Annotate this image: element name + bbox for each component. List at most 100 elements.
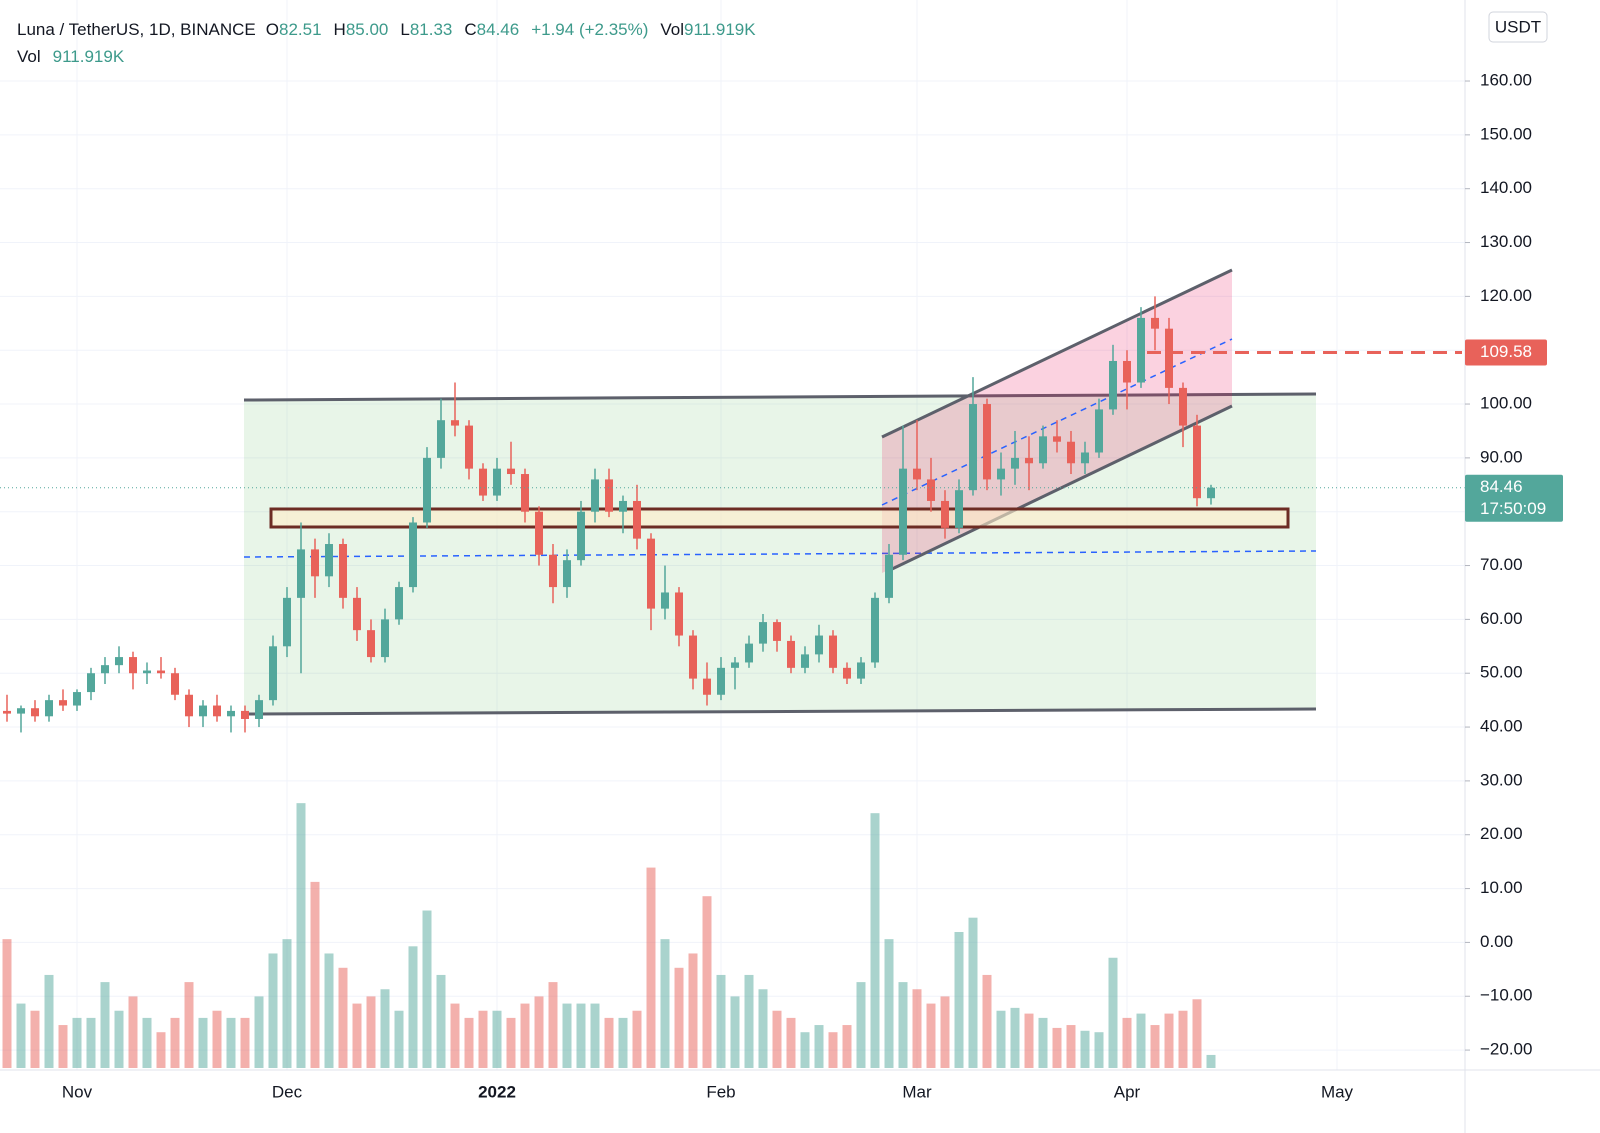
- volume-bar: [576, 1003, 586, 1068]
- change: +1.94 (+2.35%): [531, 20, 649, 39]
- candle-body: [241, 710, 249, 719]
- y-tick-label: 30.00: [1480, 770, 1523, 789]
- ohlc: O 82.51 H 85.00 L 81.33 C 84.46: [256, 20, 519, 40]
- candle-body: [633, 500, 641, 539]
- y-tick-label: 90.00: [1480, 447, 1523, 466]
- volume-bar: [674, 967, 684, 1068]
- volume-bar: [156, 1032, 166, 1068]
- candle-body: [675, 592, 683, 636]
- volume-bar: [632, 1010, 642, 1068]
- candle-body: [829, 635, 837, 668]
- vol-value: 911.919K: [52, 47, 125, 66]
- candle-body: [815, 635, 823, 655]
- candle-body: [45, 700, 53, 717]
- volume-bar: [912, 989, 922, 1068]
- volume-bar: [688, 953, 698, 1068]
- volume-bar: [44, 974, 54, 1068]
- candle-body: [1123, 360, 1131, 383]
- candle-body: [297, 549, 305, 598]
- candle-body: [115, 657, 123, 666]
- candle-body: [367, 630, 375, 658]
- volume-bar: [464, 1017, 474, 1068]
- candle-body: [339, 544, 347, 598]
- volume-bar: [1080, 1030, 1090, 1068]
- volume-bar: [1178, 1010, 1188, 1068]
- volume-bar: [268, 953, 278, 1068]
- volume-bar: [940, 996, 950, 1068]
- candle-body: [381, 619, 389, 658]
- volume-bar: [1136, 1013, 1146, 1068]
- legend-line-2: Vol 911.919K: [17, 47, 124, 67]
- candle-body: [1039, 436, 1047, 464]
- volume-bar: [142, 1017, 152, 1068]
- volume-bar: [226, 1017, 236, 1068]
- last-price-box: [1465, 474, 1563, 522]
- volume-bar: [380, 989, 390, 1068]
- volume-bar: [1150, 1025, 1160, 1068]
- volume-bar: [800, 1032, 810, 1068]
- candle-body: [1025, 457, 1033, 464]
- x-tick-label: Apr: [1114, 1082, 1141, 1101]
- candle-body: [983, 404, 991, 480]
- volume-bar: [114, 1010, 124, 1068]
- volume-bar: [1024, 1013, 1034, 1068]
- volume-bar: [730, 996, 740, 1068]
- candle-body: [661, 592, 669, 609]
- candle-body: [857, 662, 865, 679]
- y-tick-label: 120.00: [1480, 286, 1532, 305]
- y-tick-label: 140.00: [1480, 178, 1532, 197]
- currency: USDT: [1495, 17, 1541, 36]
- candle-body: [129, 657, 137, 674]
- volume-bar: [842, 1025, 852, 1068]
- candle-body: [1193, 425, 1201, 499]
- alert-box: [1465, 339, 1547, 366]
- y-tick-label: 160.00: [1480, 71, 1532, 90]
- candle-body: [801, 654, 809, 668]
- volume-pane: [2, 803, 1216, 1068]
- volume-bar: [1192, 999, 1202, 1068]
- volume-bar: [1164, 1013, 1174, 1068]
- candle-body: [507, 468, 515, 475]
- candle-body: [521, 474, 529, 512]
- x-tick-label: Dec: [272, 1082, 303, 1101]
- candle-body: [1067, 441, 1075, 464]
- candle-body: [143, 670, 151, 674]
- volume-bar: [702, 896, 712, 1068]
- y-tick-label: 40.00: [1480, 717, 1523, 736]
- volume-bar: [310, 881, 320, 1068]
- volume-bar: [58, 1025, 68, 1068]
- candle-body: [31, 708, 39, 717]
- candle-body: [451, 420, 459, 426]
- range-bottom: [243, 707, 1317, 716]
- field-key: C: [464, 20, 477, 39]
- channel-mid: [881, 338, 1233, 506]
- vol-key: Vol: [660, 20, 685, 39]
- candle-body: [3, 710, 11, 714]
- currency-badge[interactable]: [1488, 11, 1548, 43]
- volume-bar: [436, 974, 446, 1068]
- axes: −20.00 −10.00 0.00 10.00 20.00 30.00 40.00 50.0…: [62, 71, 1563, 1101]
- volume-bar: [786, 1017, 796, 1068]
- volume-bar: [422, 910, 432, 1068]
- candle-body: [479, 468, 487, 496]
- candle-body: [269, 646, 277, 701]
- candle-body: [423, 457, 431, 523]
- legend-line-1: Luna / TetherUS, 1D, BINANCE O 82.51 H 85.0…: [17, 20, 756, 40]
- grid: [0, 0, 1465, 1070]
- volume-bar: [1052, 1027, 1062, 1068]
- candle-body: [605, 479, 613, 512]
- volume-bar: [772, 1010, 782, 1068]
- y-tick-label: 70.00: [1480, 555, 1523, 574]
- volume-bar: [30, 1010, 40, 1068]
- volume-bar: [338, 967, 348, 1068]
- y-tick-label: 50.00: [1480, 663, 1523, 682]
- candle-body: [647, 538, 655, 609]
- volume-bar: [548, 982, 558, 1068]
- candle-body: [199, 705, 207, 717]
- y-tick-label: 100.00: [1480, 394, 1532, 413]
- candle-body: [577, 511, 585, 561]
- candle-body: [997, 468, 1005, 480]
- candle-body: [703, 678, 711, 695]
- x-tick-label: Nov: [62, 1082, 93, 1101]
